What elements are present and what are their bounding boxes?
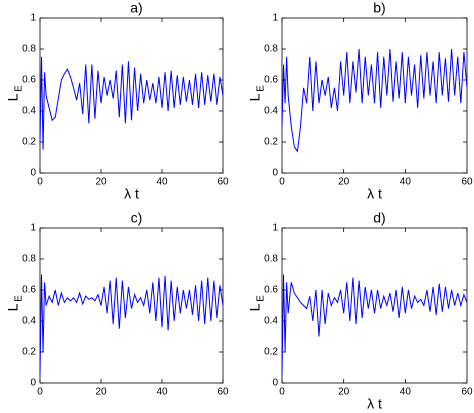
y-tick-label: 0.4 [264, 316, 278, 327]
x-tick-label: 20 [338, 177, 350, 188]
x-tick-label: 0 [279, 177, 285, 188]
x-tick-label: 40 [156, 387, 168, 398]
y-tick-label: 1 [272, 223, 278, 234]
y-tick-label: 0.2 [264, 137, 278, 148]
y-tick-label: 0.6 [264, 285, 278, 296]
y-axis-label-subscript: E [14, 295, 25, 302]
y-tick-label: 0 [30, 168, 36, 179]
x-axis-label: λ t [367, 396, 382, 412]
panel-title: d) [373, 210, 385, 226]
signal-line [39, 56, 224, 150]
y-tick-label: 0.6 [264, 75, 278, 86]
axes-frame [281, 227, 468, 384]
y-axis-label: L [247, 93, 263, 101]
axes-frame [39, 17, 224, 174]
x-tick-label: 0 [279, 387, 285, 398]
y-tick-label: 0.4 [264, 106, 278, 117]
x-tick-label: 40 [156, 177, 168, 188]
y-tick-label: 0.6 [22, 285, 36, 296]
y-axis-label: L [5, 93, 21, 101]
x-tick-label: 60 [461, 177, 473, 188]
signal-line [39, 274, 224, 376]
x-tick-label: 60 [461, 387, 473, 398]
y-axis-label-subscript: E [256, 85, 267, 92]
y-tick-label: 0.8 [22, 254, 36, 265]
y-tick-label: 0 [272, 168, 278, 179]
y-tick-label: 0 [272, 378, 278, 389]
y-tick-label: 0 [30, 378, 36, 389]
y-tick-label: 0.4 [22, 316, 36, 327]
x-tick-label: 20 [95, 387, 107, 398]
x-axis-label: λ t [124, 186, 139, 202]
y-tick-label: 0.6 [22, 75, 36, 86]
y-tick-label: 0.2 [264, 347, 278, 358]
axes-frame [281, 17, 468, 174]
y-tick-label: 0.2 [22, 137, 36, 148]
x-tick-label: 60 [217, 387, 229, 398]
panel-title: c) [131, 210, 143, 226]
y-tick-label: 1 [30, 13, 36, 24]
panel-title: a) [130, 0, 142, 16]
y-tick-label: 0.2 [22, 347, 36, 358]
y-tick-label: 1 [30, 223, 36, 234]
y-tick-label: 1 [272, 13, 278, 24]
y-axis-label: L [247, 303, 263, 311]
signal-line [281, 274, 468, 376]
x-tick-label: 20 [95, 177, 107, 188]
y-axis-label-subscript: E [14, 85, 25, 92]
x-tick-label: 60 [217, 177, 229, 188]
panel-title: b) [373, 0, 385, 16]
x-tick-label: 40 [400, 177, 412, 188]
signal-line [281, 48, 468, 153]
y-axis-label-subscript: E [256, 295, 267, 302]
y-tick-label: 0.8 [264, 254, 278, 265]
y-axis-label: L [5, 303, 21, 311]
y-tick-label: 0.4 [22, 106, 36, 117]
x-tick-label: 40 [400, 387, 412, 398]
y-tick-label: 0.8 [264, 44, 278, 55]
x-tick-label: 0 [37, 177, 43, 188]
y-tick-label: 0.8 [22, 44, 36, 55]
x-tick-label: 20 [338, 387, 350, 398]
x-axis-label: λ t [367, 186, 382, 202]
x-tick-label: 0 [37, 387, 43, 398]
